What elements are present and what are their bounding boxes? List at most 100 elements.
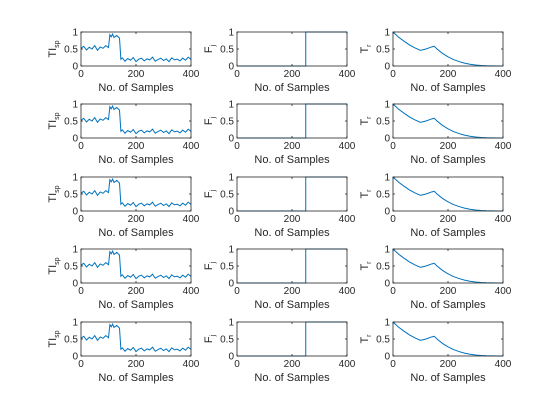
x-tick-label: 200 [440, 214, 457, 225]
y-tick-label: 1 [72, 318, 78, 329]
x-axis-label: No. of Samples [254, 82, 330, 94]
y-axis-label-main: F [203, 191, 215, 198]
y-tick-label: 1 [384, 318, 390, 329]
x-tick-label: 400 [339, 69, 356, 80]
x-axis-label: No. of Samples [98, 372, 174, 384]
y-axis-label: Tr [359, 261, 373, 271]
subplot-r5-c1: 0 200 400 0 0.5 1 No. of Samples TIsp [47, 318, 200, 385]
x-tick-label: 400 [339, 359, 356, 370]
y-tick-label: 0.5 [376, 190, 390, 201]
y-tick-label: 0.5 [220, 117, 234, 128]
subplot-r2-c3: 0 200 400 0 0.5 1 No. of Samples Tr [359, 100, 512, 167]
x-tick-label: 0 [390, 214, 396, 225]
y-axis-label-main: TI [47, 338, 59, 348]
y-axis-label: Fj [203, 334, 217, 343]
y-tick-label: 0 [228, 352, 234, 363]
y-axis-label: TIsp [47, 257, 61, 274]
plot-area [237, 177, 347, 211]
x-tick-label: 400 [495, 286, 512, 297]
x-axis-label: No. of Samples [98, 82, 174, 94]
x-tick-label: 0 [234, 214, 240, 225]
y-tick-label: 0 [72, 279, 78, 290]
y-tick-label: 1 [72, 173, 78, 184]
y-tick-label: 0.5 [64, 45, 78, 56]
y-axis-label-main: T [359, 119, 371, 126]
plot-area [81, 104, 191, 138]
y-axis-label-subscript: j [210, 116, 217, 119]
y-axis-label-main: F [203, 263, 215, 270]
y-tick-label: 0.5 [64, 335, 78, 346]
plot-area [81, 322, 191, 356]
y-tick-label: 0 [228, 207, 234, 218]
x-tick-label: 0 [390, 141, 396, 152]
subplot-r4-c1: 0 200 400 0 0.5 1 No. of Samples TIsp [47, 245, 200, 312]
y-tick-label: 0 [384, 62, 390, 73]
series-line [80, 104, 192, 135]
plot-area [393, 177, 503, 211]
x-tick-label: 200 [128, 141, 145, 152]
x-tick-label: 0 [390, 359, 396, 370]
y-tick-label: 1 [228, 245, 234, 256]
y-tick-label: 0.5 [220, 190, 234, 201]
x-tick-label: 0 [234, 141, 240, 152]
y-tick-label: 0 [228, 134, 234, 145]
subplot-r4-c3: 0 200 400 0 0.5 1 No. of Samples Tr [359, 245, 512, 312]
y-tick-label: 1 [72, 100, 78, 111]
y-tick-label: 0.5 [64, 190, 78, 201]
subplot-r5-c2: 0 200 400 0 0.5 1 No. of Samples Fj [203, 318, 356, 385]
subplot-r1-c2: 0 200 400 0 0.5 1 No. of Samples Fj [203, 28, 356, 95]
x-axis-label: No. of Samples [410, 82, 486, 94]
series-line [80, 322, 192, 353]
y-tick-label: 0 [72, 352, 78, 363]
y-tick-label: 0 [228, 279, 234, 290]
y-tick-label: 0.5 [376, 117, 390, 128]
y-tick-label: 1 [384, 173, 390, 184]
y-tick-label: 0.5 [64, 117, 78, 128]
y-axis-label-main: F [203, 46, 215, 53]
y-axis-label-main: T [359, 192, 371, 199]
x-tick-label: 200 [440, 69, 457, 80]
subplot-r3-c2: 0 200 400 0 0.5 1 No. of Samples Fj [203, 173, 356, 240]
y-axis-label: TIsp [47, 185, 61, 202]
subplot-r2-c2: 0 200 400 0 0.5 1 No. of Samples Fj [203, 100, 356, 167]
x-axis-label: No. of Samples [410, 372, 486, 384]
x-tick-label: 0 [78, 286, 84, 297]
y-axis-label: TIsp [47, 40, 61, 57]
x-tick-label: 0 [234, 359, 240, 370]
y-axis-label-main: T [359, 337, 371, 344]
x-axis-label: No. of Samples [254, 227, 330, 239]
y-tick-label: 0 [72, 207, 78, 218]
x-tick-label: 400 [339, 286, 356, 297]
plot-area [81, 249, 191, 283]
y-axis-label-main: F [203, 118, 215, 125]
x-tick-label: 400 [495, 359, 512, 370]
y-axis-label: Tr [359, 189, 373, 199]
x-tick-label: 200 [440, 359, 457, 370]
y-axis-label-subscript: j [210, 261, 217, 264]
x-tick-label: 200 [440, 286, 457, 297]
y-tick-label: 1 [228, 173, 234, 184]
x-tick-label: 0 [234, 69, 240, 80]
y-axis-label-main: T [359, 47, 371, 54]
y-tick-label: 1 [384, 28, 390, 39]
x-tick-label: 200 [284, 359, 301, 370]
subplot-r3-c3: 0 200 400 0 0.5 1 No. of Samples Tr [359, 173, 512, 240]
x-axis-label: No. of Samples [410, 299, 486, 311]
y-tick-label: 1 [384, 100, 390, 111]
x-tick-label: 200 [284, 286, 301, 297]
subplot-r1-c1: 0 200 400 0 0.5 1 No. of Samples TIsp [47, 28, 200, 95]
y-tick-label: 1 [228, 318, 234, 329]
x-tick-label: 400 [495, 69, 512, 80]
y-axis-label-subscript: r [366, 189, 373, 192]
y-tick-label: 0 [384, 134, 390, 145]
subplot-r1-c3: 0 200 400 0 0.5 1 No. of Samples Tr [359, 28, 512, 95]
x-tick-label: 200 [128, 214, 145, 225]
plot-area [393, 322, 503, 356]
x-tick-label: 0 [78, 69, 84, 80]
x-axis-label: No. of Samples [410, 154, 486, 166]
y-tick-label: 0 [384, 279, 390, 290]
y-axis-label: Fj [203, 261, 217, 270]
y-axis-label-main: TI [47, 265, 59, 275]
y-tick-label: 1 [72, 245, 78, 256]
